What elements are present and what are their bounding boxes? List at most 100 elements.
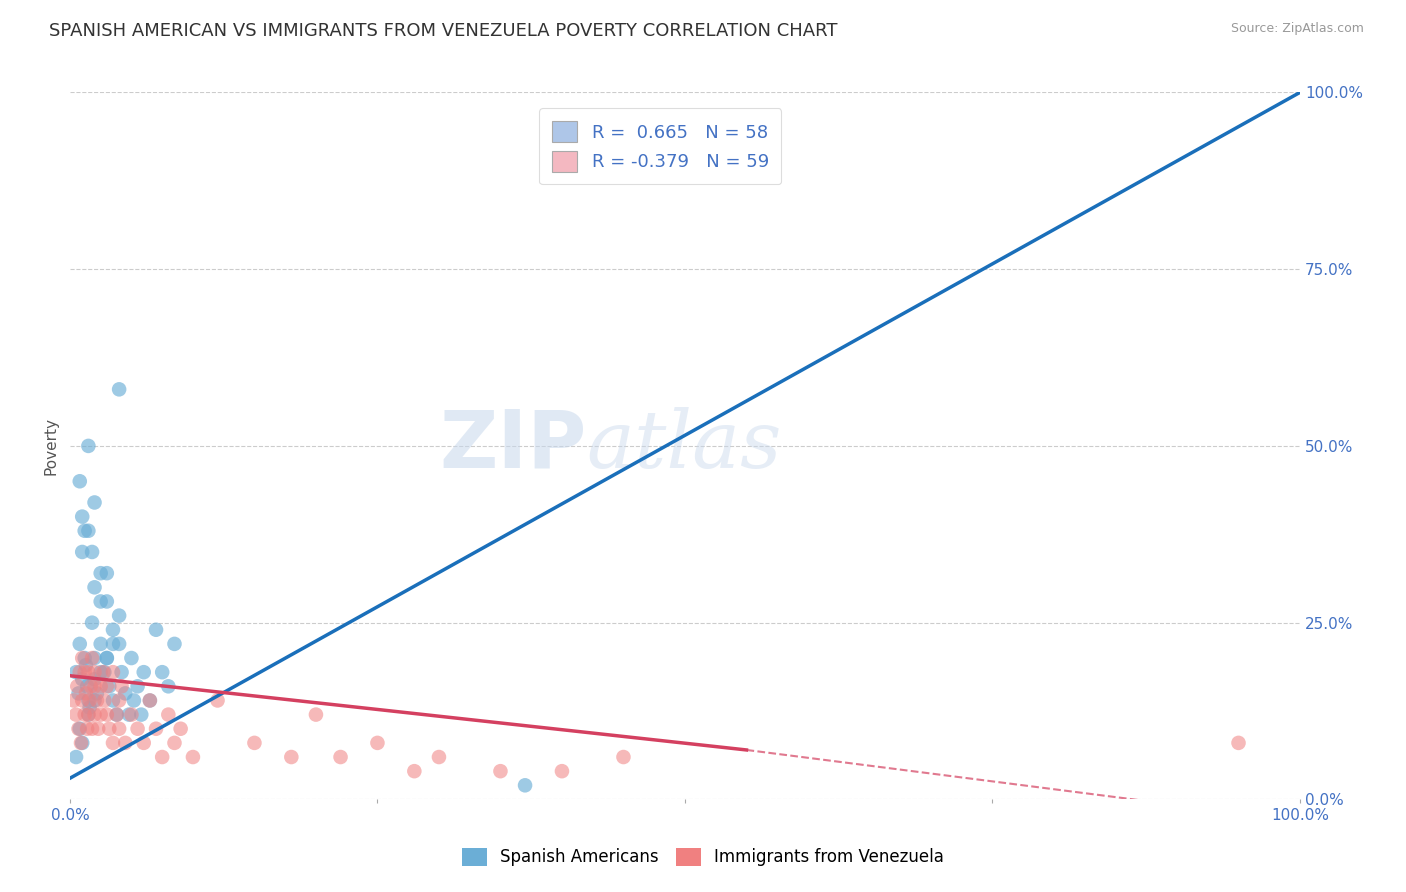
Point: [169, 722, 191, 736]
Point: [70, 651, 93, 665]
Point: [76, 722, 98, 736]
Point: [73, 651, 96, 665]
Point: [150, 750, 173, 764]
Point: [65, 665, 87, 680]
Point: [163, 736, 186, 750]
Point: [132, 736, 155, 750]
Y-axis label: Poverty: Poverty: [44, 417, 58, 475]
Point: [79, 693, 101, 707]
Point: [80, 679, 103, 693]
Point: [70, 672, 93, 686]
Point: [110, 679, 132, 693]
Point: [145, 623, 167, 637]
Point: [70, 693, 93, 707]
Point: [157, 707, 180, 722]
Legend: Spanish Americans, Immigrants from Venezuela: Spanish Americans, Immigrants from Venez…: [456, 841, 950, 873]
Point: [366, 736, 388, 750]
Point: [93, 665, 115, 680]
Point: [77, 707, 100, 722]
Point: [1227, 736, 1250, 750]
Point: [105, 707, 128, 722]
Point: [551, 764, 574, 779]
Point: [73, 707, 96, 722]
Point: [70, 736, 93, 750]
Point: [96, 679, 118, 693]
Point: [96, 566, 118, 581]
Point: [96, 651, 118, 665]
Point: [132, 665, 155, 680]
Point: [70, 736, 93, 750]
Point: [404, 764, 426, 779]
Point: [62, 693, 84, 707]
Point: [75, 658, 97, 673]
Point: [96, 594, 118, 608]
Point: [98, 722, 121, 736]
Point: [80, 722, 103, 736]
Point: [80, 545, 103, 559]
Text: SPANISH AMERICAN VS IMMIGRANTS FROM VENEZUELA POVERTY CORRELATION CHART: SPANISH AMERICAN VS IMMIGRANTS FROM VENE…: [49, 22, 838, 40]
Point: [83, 580, 105, 594]
Point: [80, 651, 103, 665]
Point: [243, 736, 266, 750]
Point: [96, 707, 118, 722]
Point: [90, 566, 112, 581]
Point: [108, 608, 131, 623]
Point: [114, 736, 136, 750]
Point: [612, 750, 634, 764]
Point: [83, 693, 105, 707]
Point: [122, 693, 145, 707]
Point: [108, 693, 131, 707]
Point: [90, 665, 112, 680]
Point: [207, 693, 229, 707]
Point: [157, 679, 180, 693]
Point: [65, 707, 87, 722]
Point: [90, 679, 112, 693]
Point: [329, 750, 352, 764]
Point: [96, 651, 118, 665]
Point: [129, 707, 152, 722]
Point: [69, 665, 91, 680]
Point: [120, 707, 142, 722]
Text: Source: ZipAtlas.com: Source: ZipAtlas.com: [1230, 22, 1364, 36]
Point: [69, 637, 91, 651]
Point: [93, 693, 115, 707]
Text: ZIP: ZIP: [439, 407, 586, 485]
Point: [108, 637, 131, 651]
Legend: R =  0.665   N = 58, R = -0.379   N = 59: R = 0.665 N = 58, R = -0.379 N = 59: [540, 109, 782, 185]
Point: [139, 693, 162, 707]
Point: [83, 651, 105, 665]
Point: [83, 665, 105, 680]
Point: [87, 722, 110, 736]
Point: [101, 637, 124, 651]
Point: [80, 615, 103, 630]
Point: [114, 686, 136, 700]
Point: [127, 722, 149, 736]
Point: [280, 750, 302, 764]
Point: [77, 707, 100, 722]
Point: [305, 707, 328, 722]
Point: [73, 665, 96, 680]
Point: [139, 693, 162, 707]
Point: [427, 750, 450, 764]
Point: [101, 665, 124, 680]
Point: [86, 693, 108, 707]
Point: [75, 686, 97, 700]
Point: [110, 665, 132, 680]
Point: [91, 665, 114, 680]
Point: [79, 700, 101, 714]
Point: [76, 679, 98, 693]
Point: [70, 545, 93, 559]
Point: [105, 707, 128, 722]
Point: [101, 736, 124, 750]
Point: [70, 509, 93, 524]
Point: [145, 722, 167, 736]
Point: [77, 693, 100, 707]
Point: [77, 439, 100, 453]
Point: [83, 679, 105, 693]
Point: [489, 764, 512, 779]
Point: [67, 686, 90, 700]
Point: [83, 495, 105, 509]
Point: [513, 778, 536, 792]
Point: [108, 722, 131, 736]
Point: [83, 672, 105, 686]
